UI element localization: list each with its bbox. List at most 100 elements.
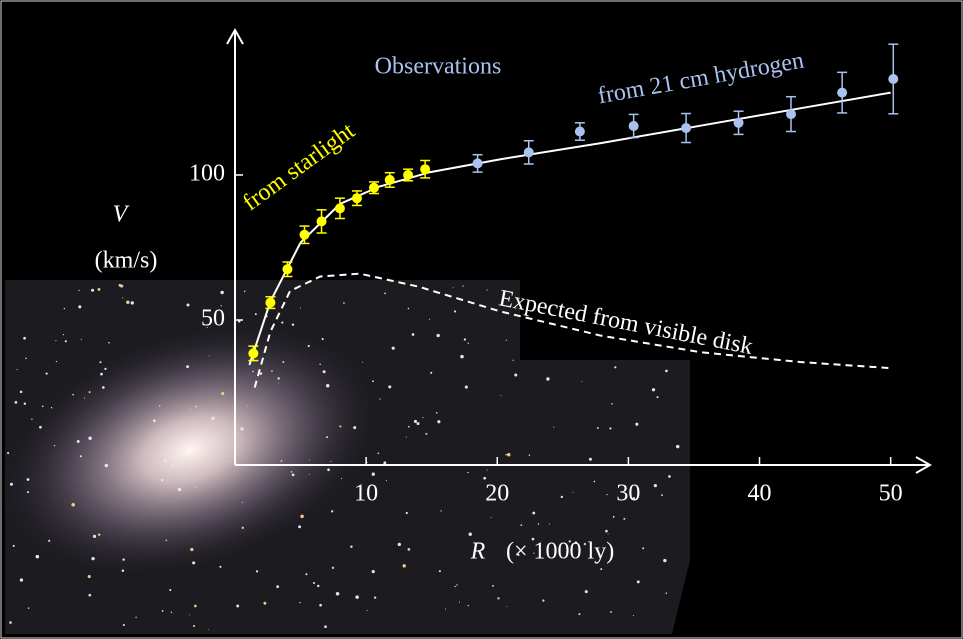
data-point	[403, 170, 414, 180]
star	[192, 561, 196, 565]
star	[642, 547, 645, 550]
data-point	[299, 229, 310, 240]
star	[76, 439, 80, 443]
star	[255, 570, 259, 573]
y-tick-label: 50	[201, 306, 225, 332]
y-arrow	[226, 27, 244, 45]
star	[362, 361, 364, 363]
star	[97, 533, 101, 536]
star	[548, 523, 550, 525]
star	[259, 372, 263, 375]
star	[632, 614, 634, 616]
star	[533, 552, 535, 554]
star	[330, 461, 332, 463]
x-tick-label: 40	[748, 481, 772, 507]
star	[335, 592, 340, 596]
star	[26, 478, 30, 481]
star	[402, 564, 406, 568]
star	[194, 604, 197, 608]
x-tick-label: 30	[616, 481, 640, 507]
star	[263, 601, 267, 605]
data-point	[248, 348, 259, 359]
y-axis-unit: (km/s)	[95, 248, 158, 274]
x-axis-unit: (× 1000 ly)	[506, 539, 614, 565]
star	[436, 333, 440, 338]
star	[326, 436, 329, 439]
star	[221, 391, 225, 396]
star	[161, 610, 164, 612]
star	[88, 436, 92, 440]
star	[246, 405, 248, 407]
star	[606, 494, 608, 496]
star	[497, 597, 500, 600]
star	[80, 338, 82, 341]
annotation: Observations	[375, 54, 502, 80]
star	[464, 385, 468, 389]
star	[355, 595, 359, 599]
star	[282, 361, 285, 363]
star	[186, 303, 190, 307]
star	[130, 301, 134, 305]
star	[92, 534, 97, 538]
star	[170, 611, 173, 614]
star	[651, 388, 656, 392]
star	[325, 384, 330, 388]
star	[88, 593, 92, 597]
star	[343, 302, 345, 304]
star	[97, 287, 101, 291]
star	[102, 386, 105, 389]
star	[35, 554, 40, 559]
star	[584, 590, 588, 594]
star	[430, 371, 433, 374]
star	[50, 406, 53, 409]
star	[63, 307, 66, 310]
star	[9, 482, 13, 486]
data-point	[733, 117, 744, 128]
star	[9, 621, 12, 624]
star	[120, 284, 124, 288]
star	[322, 370, 326, 374]
star	[610, 611, 613, 613]
star	[291, 323, 295, 326]
star	[41, 405, 44, 408]
star	[366, 609, 368, 611]
star	[71, 502, 75, 507]
star	[413, 419, 418, 423]
star	[135, 616, 137, 619]
star	[62, 334, 65, 336]
star	[243, 290, 246, 293]
x-tick-label: 20	[485, 481, 509, 507]
star	[19, 390, 23, 394]
star	[572, 491, 574, 493]
star	[623, 517, 626, 520]
star	[661, 494, 663, 497]
star	[405, 511, 408, 515]
star	[121, 569, 125, 573]
star	[78, 305, 82, 309]
star	[467, 604, 469, 607]
star	[87, 575, 91, 579]
star	[79, 455, 82, 458]
star	[383, 461, 387, 465]
star	[632, 497, 636, 501]
star	[546, 377, 550, 381]
star	[99, 361, 102, 364]
star	[371, 570, 375, 574]
star	[531, 537, 535, 541]
star	[321, 337, 324, 341]
star	[308, 459, 310, 461]
star	[45, 372, 48, 375]
x-arrow	[915, 456, 933, 474]
star	[507, 452, 511, 457]
star	[236, 604, 240, 608]
star	[177, 487, 182, 492]
star	[27, 491, 30, 494]
star	[425, 432, 428, 435]
data-point	[282, 264, 293, 275]
star	[379, 398, 381, 400]
star	[483, 476, 487, 480]
star	[254, 313, 257, 316]
star	[16, 369, 18, 371]
star	[407, 548, 411, 551]
